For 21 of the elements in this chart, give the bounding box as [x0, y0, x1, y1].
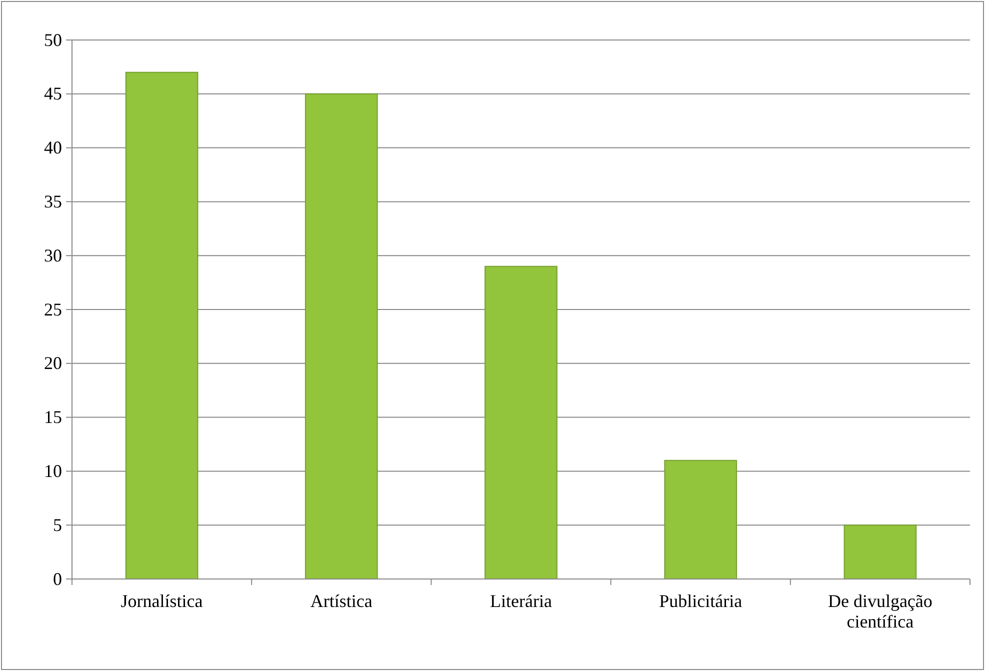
y-tick-label: 50 [44, 30, 62, 50]
y-tick-label: 0 [53, 568, 62, 589]
y-tick-label: 35 [44, 191, 62, 212]
y-tick-label: 45 [44, 84, 62, 104]
bar [664, 460, 738, 580]
bar [484, 266, 558, 580]
x-tick-label: De divulgação científica [828, 591, 932, 632]
y-tick-label: 30 [44, 245, 62, 266]
y-tick-label: 5 [53, 514, 62, 535]
y-tick-label: 40 [44, 138, 62, 158]
bar [844, 524, 917, 580]
y-tick-label: 15 [44, 407, 62, 428]
y-tick-label: 10 [44, 460, 62, 481]
bar [125, 72, 198, 580]
y-tick-label: 25 [44, 299, 62, 320]
bar [304, 93, 378, 580]
y-tick-label: 20 [44, 353, 62, 374]
x-tick-label: Jornalística [120, 591, 203, 611]
x-tick-label: Artística [310, 591, 372, 611]
x-tick-label: Publicitária [659, 591, 742, 611]
x-tick-label: Literária [490, 591, 552, 611]
